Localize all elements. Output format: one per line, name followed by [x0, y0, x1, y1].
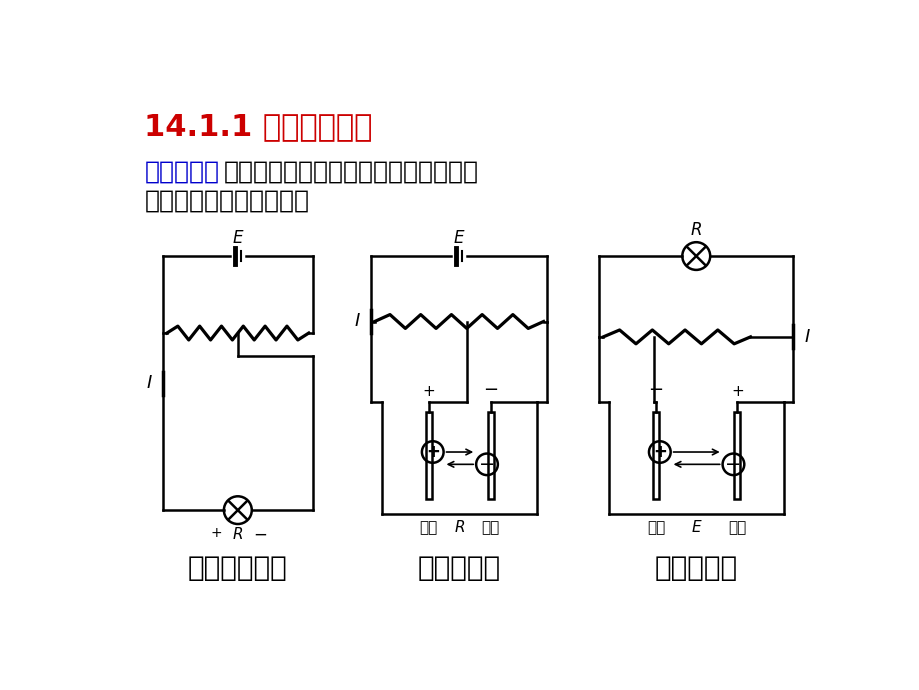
Text: E: E — [233, 229, 243, 247]
Bar — [733, 412, 740, 499]
Text: +: + — [210, 526, 222, 540]
Bar — [652, 412, 658, 499]
Text: 阳极: 阳极 — [646, 520, 664, 535]
Text: −: − — [648, 380, 663, 399]
Text: −: − — [482, 380, 498, 399]
Text: I: I — [146, 374, 152, 392]
Bar — [425, 412, 432, 499]
Text: E: E — [453, 229, 464, 247]
Text: 原电池回路: 原电池回路 — [654, 554, 737, 582]
Text: 电化学研究对象主要有：: 电化学研究对象主要有： — [144, 189, 309, 213]
Text: +: + — [731, 384, 743, 399]
Text: 化学能源：: 化学能源： — [144, 160, 220, 184]
Text: 电解池回路: 电解池回路 — [417, 554, 500, 582]
Text: −: − — [724, 455, 741, 474]
Text: 阳极: 阳极 — [419, 520, 437, 535]
Text: 14.1.1 化学能源概况: 14.1.1 化学能源概况 — [144, 112, 372, 141]
Text: 将化学能转变为电能的装置，俗称电池: 将化学能转变为电能的装置，俗称电池 — [223, 160, 478, 184]
Bar — [487, 412, 494, 499]
Text: E: E — [691, 520, 700, 535]
Text: I: I — [803, 328, 809, 346]
Text: +: + — [422, 384, 435, 399]
Text: −: − — [478, 455, 494, 474]
Text: 电子导电回路: 电子导电回路 — [187, 554, 288, 582]
Text: R: R — [690, 221, 701, 239]
Text: −: − — [253, 526, 267, 544]
Text: I: I — [354, 313, 359, 331]
Text: 阴极: 阴极 — [728, 520, 745, 535]
Text: R: R — [233, 527, 243, 542]
Text: +: + — [425, 443, 439, 461]
Text: +: + — [652, 443, 666, 461]
Text: R: R — [454, 520, 465, 535]
Text: 阴极: 阴极 — [482, 520, 499, 535]
